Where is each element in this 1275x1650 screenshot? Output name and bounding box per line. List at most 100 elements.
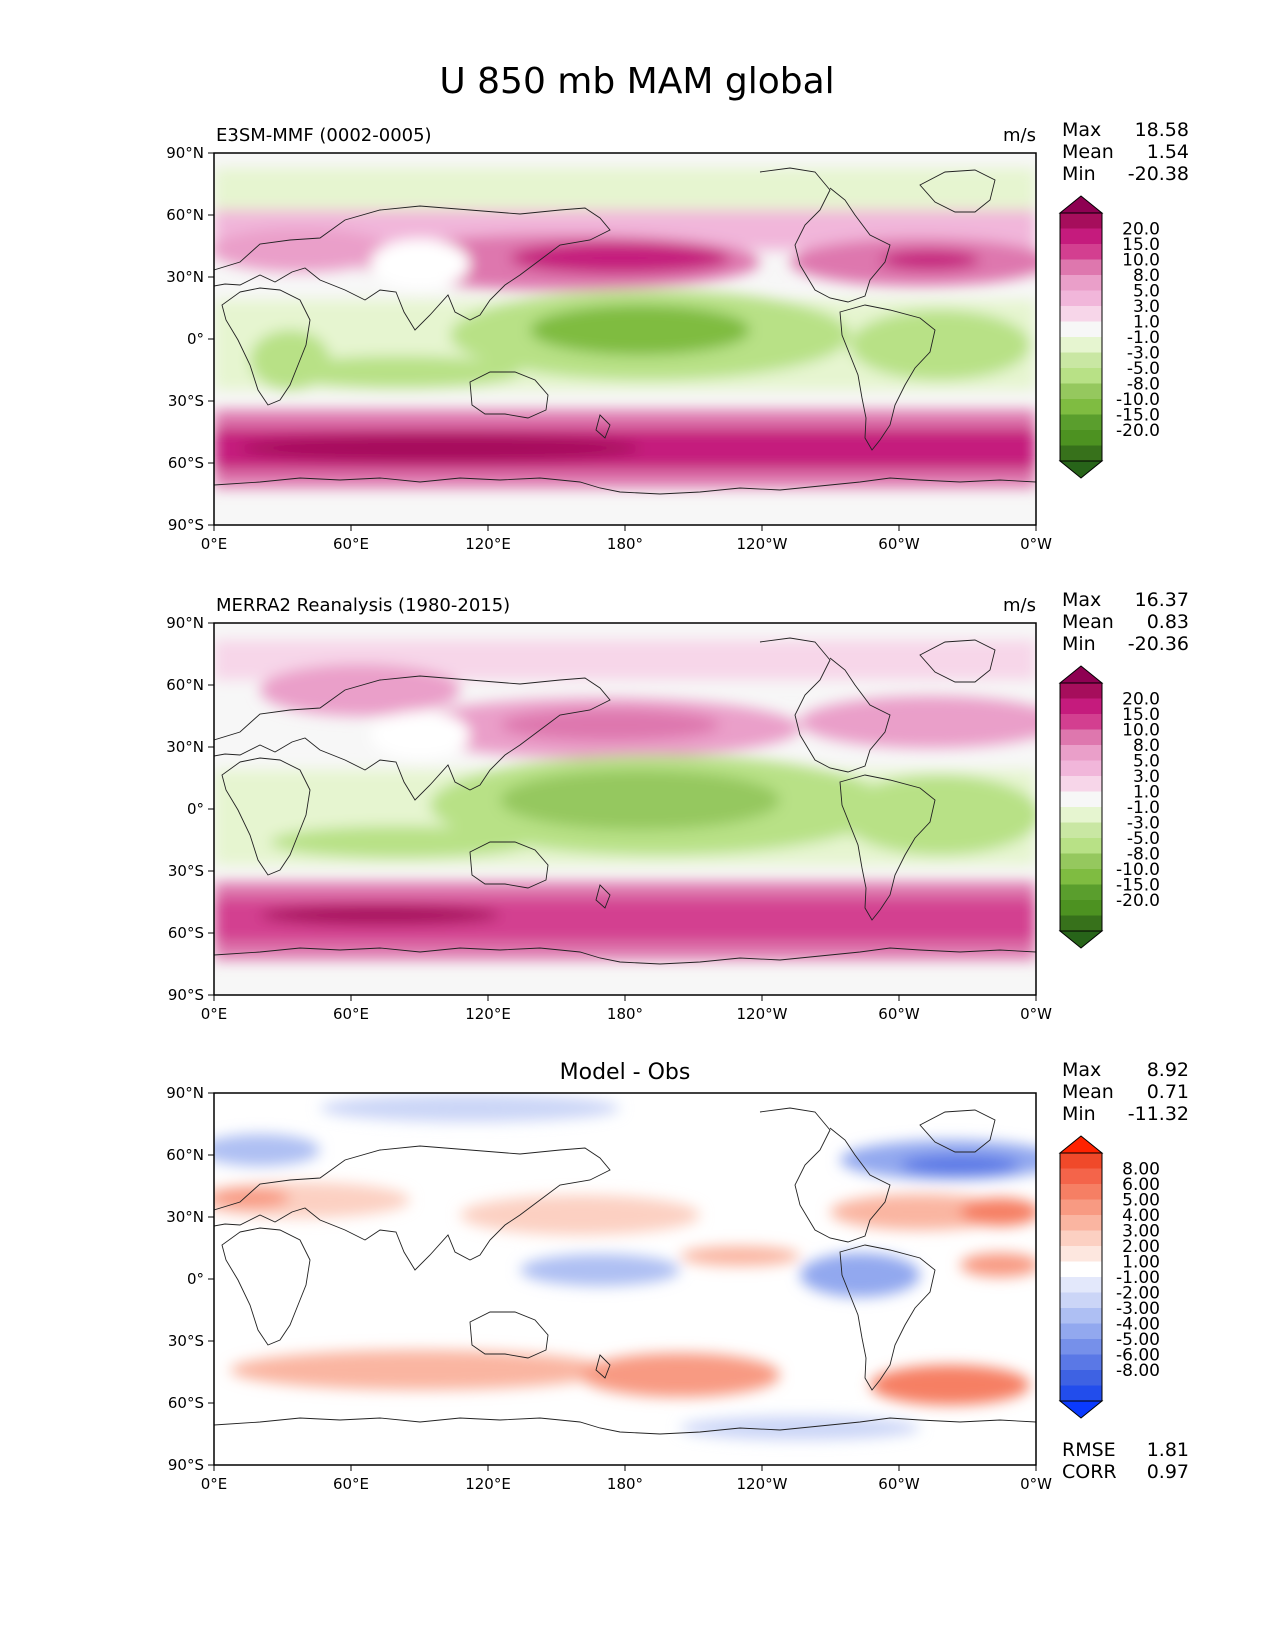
map-field	[214, 153, 1036, 525]
colorbar-segment	[1060, 1153, 1102, 1169]
x-tick-label: 0°E	[201, 535, 228, 553]
colorbar-tick-label: 15.0	[1122, 235, 1160, 255]
x-tick-label: 120°W	[737, 1005, 788, 1023]
colorbar-segment	[1060, 321, 1102, 338]
colorbar-extend-min	[1058, 460, 1104, 479]
stat-mean-label: Mean	[1062, 141, 1114, 163]
stat-max-label: Max	[1062, 119, 1101, 141]
stat-mean-value: 0.71	[1147, 1081, 1189, 1103]
colorbar-extend-min	[1058, 930, 1104, 949]
colorbar-segment	[1060, 1385, 1102, 1402]
colorbar-segment	[1060, 683, 1102, 699]
y-tick-label: 60°N	[166, 206, 204, 224]
colorbar-segment	[1060, 1215, 1102, 1231]
colorbar-tick-label: -15.0	[1116, 406, 1160, 426]
figure-title: U 850 mb MAM global	[439, 61, 834, 102]
stat-mean-label: Mean	[1062, 611, 1114, 633]
colorbar-segment	[1060, 275, 1102, 291]
stats-box: Max 18.58 Mean 1.54 Min -20.38	[1062, 119, 1189, 185]
stat-min-label: Min	[1062, 163, 1096, 185]
stat-mean-value: 1.54	[1147, 141, 1189, 163]
colorbar-tick-label: 3.0	[1133, 767, 1160, 787]
panel-difference: Model - Obs Max 8.92 Mean 0.71 Min -11.3…	[166, 1059, 1189, 1493]
colorbar-tick-label: 4.00	[1122, 1206, 1160, 1226]
colorbar-tick-label: -6.00	[1116, 1346, 1160, 1366]
colorbar-segment	[1060, 414, 1102, 431]
stats-box: Max 16.37 Mean 0.83 Min -20.36	[1062, 589, 1189, 655]
x-tick-label: 0°W	[1020, 535, 1052, 553]
colorbar-segment	[1060, 1277, 1102, 1293]
colorbar-tick-label: -20.0	[1116, 891, 1160, 911]
colorbar-tick-label: -10.0	[1116, 390, 1160, 410]
x-tick-label: 180°	[607, 1005, 643, 1023]
colorbar-segment	[1060, 745, 1102, 761]
colorbar-tick-label: 6.00	[1122, 1175, 1160, 1195]
colorbar-tick-label: 8.0	[1133, 266, 1160, 286]
colorbar-segment	[1060, 213, 1102, 229]
y-tick-label: 90°N	[166, 1084, 204, 1102]
x-tick-label: 120°W	[737, 535, 788, 553]
panel-center-title: Model - Obs	[560, 1060, 691, 1085]
stat-min-value: -20.38	[1128, 163, 1189, 185]
colorbar-frame	[1059, 1152, 1103, 1402]
colorbar-tick-label: 15.0	[1122, 705, 1160, 725]
colorbar-segment	[1060, 352, 1102, 369]
colorbar-tick-label: -10.0	[1116, 860, 1160, 880]
colorbar-segment	[1060, 1184, 1102, 1200]
colorbar-tick-label: 1.0	[1133, 783, 1160, 803]
colorbar-segment	[1060, 244, 1102, 260]
colorbar-extend-min	[1058, 1400, 1104, 1419]
colorbar: 20.015.010.08.05.03.01.0-1.0-3.0-5.0-8.0…	[1058, 195, 1160, 479]
colorbar-segment	[1060, 1261, 1102, 1278]
stat-mean-value: 0.83	[1147, 611, 1189, 633]
colorbar-tick-label: -5.00	[1116, 1330, 1160, 1350]
colorbar-tick-label: -20.0	[1116, 421, 1160, 441]
colorbar-segment	[1060, 1339, 1102, 1355]
map-coastlines	[214, 1107, 1036, 1435]
y-axis: 90°N 60°N 30°N 0° 30°S 60°S 90°S	[166, 1084, 214, 1474]
colorbar-tick-label: -1.0	[1127, 328, 1160, 348]
colorbar-segment	[1060, 445, 1102, 462]
y-tick-label: 0°	[187, 800, 204, 818]
colorbar-segment	[1060, 368, 1102, 384]
colorbar-segment	[1060, 714, 1102, 730]
stat-max-label: Max	[1062, 1059, 1101, 1081]
x-tick-label: 60°W	[878, 535, 920, 553]
stat-mean-label: Mean	[1062, 1081, 1114, 1103]
stat-max-label: Max	[1062, 589, 1101, 611]
y-tick-label: 90°S	[168, 986, 204, 1004]
stat-max-value: 18.58	[1135, 119, 1189, 141]
metric-rmse-label: RMSE	[1062, 1439, 1116, 1461]
x-tick-label: 120°E	[465, 1005, 511, 1023]
y-tick-label: 0°	[187, 1270, 204, 1288]
colorbar-tick-label: 10.0	[1122, 721, 1160, 741]
colorbar: 8.006.005.004.003.002.001.00-1.00-2.00-3…	[1058, 1135, 1160, 1419]
colorbar-segment	[1060, 760, 1102, 777]
colorbar-segment	[1060, 807, 1102, 823]
x-tick-label: 120°W	[737, 1475, 788, 1493]
colorbar-tick-label: -5.0	[1127, 359, 1160, 379]
colorbar-segment	[1060, 228, 1102, 245]
colorbar-frame	[1059, 682, 1103, 932]
colorbar-segment	[1060, 869, 1102, 885]
colorbar-segment	[1060, 1168, 1102, 1185]
colorbar-tick-label: -8.0	[1127, 845, 1160, 865]
colorbar-tick-label: 3.00	[1122, 1222, 1160, 1242]
colorbar-extend-max	[1058, 665, 1104, 684]
y-tick-label: 60°S	[168, 1394, 204, 1412]
colorbar-segment	[1060, 1292, 1102, 1309]
map-coastlines	[214, 167, 1036, 495]
colorbar-tick-label: 8.00	[1122, 1160, 1160, 1180]
y-tick-label: 30°N	[166, 738, 204, 756]
metrics-box: RMSE 1.81 CORR 0.97	[1062, 1439, 1189, 1483]
colorbar-tick-label: -8.00	[1116, 1361, 1160, 1381]
y-tick-label: 90°N	[166, 144, 204, 162]
x-tick-label: 60°E	[333, 1005, 369, 1023]
colorbar-extend-max	[1058, 195, 1104, 214]
colorbar: 20.015.010.08.05.03.01.0-1.0-3.0-5.0-8.0…	[1058, 665, 1160, 949]
y-axis: 90°N 60°N 30°N 0° 30°S 60°S 90°S	[166, 144, 214, 534]
x-tick-label: 0°E	[201, 1005, 228, 1023]
colorbar-tick-label: 5.0	[1133, 752, 1160, 772]
x-axis: 0°E 60°E 120°E 180° 120°W 60°W 0°W	[201, 995, 1052, 1023]
colorbar-extend-max	[1058, 1135, 1104, 1154]
